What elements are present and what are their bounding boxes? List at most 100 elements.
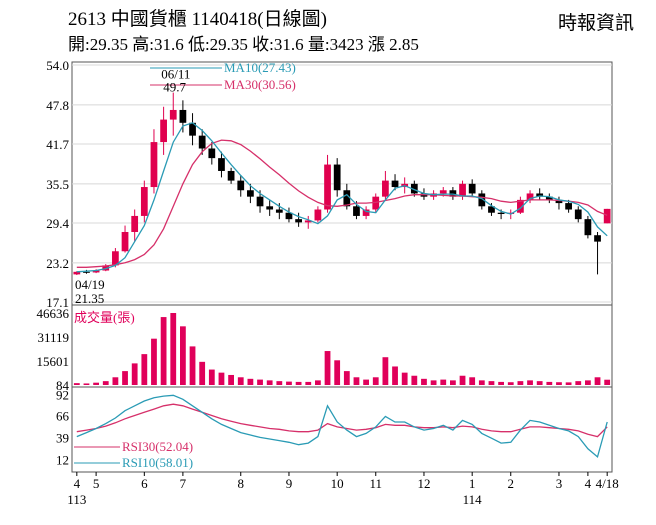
volume-bar — [343, 371, 350, 385]
rsi-tick-label: 12 — [56, 452, 69, 467]
volume-bar — [546, 381, 553, 385]
candle-body — [410, 183, 418, 194]
candle-body — [121, 231, 129, 252]
candle-body — [112, 251, 119, 266]
volume-bar — [488, 381, 495, 385]
candle-body — [459, 183, 466, 197]
candle-body — [314, 209, 322, 221]
volume-bar — [218, 372, 225, 385]
candle-body — [150, 142, 158, 188]
month-label: 5 — [93, 476, 100, 491]
month-label: 4/18 — [596, 476, 619, 491]
candle-body — [169, 109, 177, 120]
volume-bar — [199, 361, 206, 385]
month-label: 10 — [331, 476, 344, 491]
low-value-annotation: 21.35 — [75, 291, 104, 306]
candle-body — [478, 193, 486, 207]
volume-bar — [102, 381, 109, 385]
rsi-legend-label: RSI30(52.04) — [122, 439, 193, 454]
candle-body — [237, 180, 245, 191]
volume-bar — [228, 374, 234, 385]
candle-body — [517, 199, 524, 213]
volume-bar — [430, 380, 437, 385]
candle-body — [488, 206, 495, 213]
high-date-annotation: 06/11 — [161, 67, 190, 82]
candle-body — [218, 158, 225, 171]
candle-body — [603, 208, 611, 224]
candle-body — [324, 164, 331, 210]
candle-body — [584, 219, 592, 236]
volume-bar — [334, 360, 341, 385]
high-value-annotation: 49.7 — [163, 80, 186, 95]
volume-bar — [411, 375, 418, 385]
volume-bar — [170, 313, 177, 385]
candle-body — [92, 270, 100, 273]
volume-bar — [189, 346, 196, 385]
candle-body — [353, 206, 360, 216]
volume-title: 成交量(張) — [74, 310, 135, 325]
volume-bar — [401, 372, 408, 385]
volume-bar — [324, 351, 331, 385]
volume-bar — [392, 366, 398, 385]
month-label: 8 — [238, 476, 245, 491]
volume-tick-label: 46636 — [37, 306, 70, 321]
volume-bar — [575, 381, 582, 385]
volume-bar — [151, 338, 157, 385]
candle-body — [574, 209, 582, 220]
volume-bar — [469, 377, 476, 385]
candle-body — [295, 219, 302, 223]
volume-bar — [478, 380, 485, 385]
candle-body — [333, 164, 341, 191]
volume-bar — [208, 369, 215, 385]
candle-body — [555, 199, 563, 204]
volume-bar — [141, 354, 148, 385]
volume-bar — [180, 326, 186, 385]
volume-bar — [112, 377, 119, 385]
price-tick-label: 23.2 — [46, 256, 69, 271]
chart-title: 2613 中國貨櫃 1140418(日線圖) — [68, 9, 327, 30]
volume-bar — [295, 381, 302, 385]
volume-bar — [122, 371, 128, 385]
volume-bar — [305, 381, 312, 385]
candle-body — [227, 170, 235, 181]
candle-body — [391, 180, 399, 188]
volume-bar — [382, 357, 389, 385]
candle-body — [536, 193, 544, 197]
month-label: 7 — [180, 476, 187, 491]
volume-bar — [247, 378, 254, 385]
volume-bar — [276, 381, 283, 385]
year-label: 113 — [67, 492, 86, 507]
volume-tick-label: 15601 — [37, 354, 70, 369]
candle-body — [73, 271, 81, 275]
volume-bar — [286, 381, 292, 385]
candle-body — [275, 209, 283, 213]
price-tick-label: 47.8 — [46, 98, 69, 113]
candle-body — [526, 193, 534, 200]
ohlc-summary: 開:29.35 高:31.6 低:29.35 收:31.6 量:3423 漲 2… — [68, 35, 419, 54]
volume-bar — [565, 382, 572, 385]
candle-body — [247, 190, 254, 197]
candle-body — [343, 190, 351, 207]
candle-body — [189, 122, 196, 136]
price-tick-label: 41.7 — [46, 137, 69, 152]
ma10-line — [76, 122, 608, 273]
candle-body — [545, 196, 553, 200]
month-label: 12 — [417, 476, 430, 491]
rsi-tick-label: 39 — [56, 430, 69, 445]
volume-bar — [93, 382, 99, 385]
volume-tick-label: 84 — [56, 378, 70, 393]
candle-body — [362, 209, 370, 216]
rsi30-line — [76, 403, 608, 438]
volume-bar — [160, 317, 167, 385]
candle-body — [382, 180, 389, 197]
volume-bar — [536, 381, 543, 385]
candle-body — [208, 148, 216, 159]
month-label: 9 — [286, 476, 293, 491]
volume-bar — [421, 378, 427, 385]
volume-bar — [507, 382, 514, 385]
brand-logo-text: 時報資訊 — [557, 13, 634, 34]
month-label: 4 — [74, 476, 81, 491]
volume-bar — [585, 380, 591, 385]
volume-bar — [237, 377, 244, 385]
